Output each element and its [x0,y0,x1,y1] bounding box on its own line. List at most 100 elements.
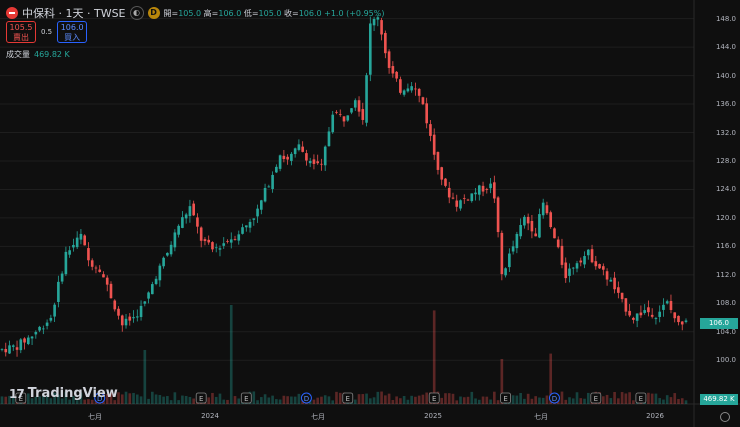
candle-body [549,212,553,228]
y-tick-label: 116.0 [715,242,736,251]
candle-body [560,245,564,265]
candle-body [256,208,259,217]
volume-bar [511,395,515,404]
candle-body [466,199,470,201]
volume-bar [564,399,568,404]
volume-bar [335,391,338,404]
candle-body [282,155,286,160]
volume-bar [154,394,158,404]
volume-bar [432,310,436,404]
candle-body [120,315,124,326]
candle-body [353,100,357,108]
candle-body [526,216,530,224]
volume-bar [233,396,237,404]
volume-bar [545,395,549,404]
volume-bar [632,400,635,404]
candle-body [474,192,477,195]
candle-body [229,239,233,243]
y-tick-label: 124.0 [715,185,736,194]
event-marker-icon [342,392,354,404]
volume-bar [376,391,380,404]
candle-body [575,263,579,269]
candle-body [402,90,406,95]
volume-bar [184,395,188,404]
y-tick-label: 108.0 [715,299,736,308]
volume-bar [568,397,571,404]
volume-bar [395,396,398,404]
settings-gear-icon[interactable] [720,412,730,422]
candle-body [639,312,643,316]
event-marker-label: E [244,395,248,403]
volume-bar [218,393,222,404]
volume-bar [26,393,30,404]
candle-body [530,220,534,232]
volume-bar [45,396,49,404]
candle-body [252,218,256,220]
candle-body [203,239,207,242]
candle-body [222,243,226,246]
sell-button[interactable]: 105.5 賣出 [6,21,36,43]
candle-body [447,187,451,198]
candle-body [244,225,248,228]
open-value: 105.0 [178,8,202,18]
candle-body [579,260,583,263]
volume-bar [357,394,361,404]
volume-bar [485,396,489,404]
candle-body [553,228,556,239]
dividend-badge[interactable]: D [147,7,160,19]
candle-body [511,246,515,252]
x-tick-label: 2026 [646,412,664,420]
candle-body [226,241,229,242]
x-tick-label: 2024 [201,412,219,420]
volume-bar [361,394,365,404]
candle-body [233,239,237,240]
volume-bar [282,395,286,404]
y-tick-label: 148.0 [715,14,736,23]
volume-bar [680,398,684,404]
event-marker-label: E [594,395,598,403]
volume-bar [4,396,8,404]
candle-body [192,203,195,216]
candle-body [248,221,252,228]
candle-body [60,273,64,282]
volume-bar [673,393,677,404]
candle-body [327,131,331,147]
candle-body [541,202,545,216]
y-tick-label: 140.0 [715,71,736,80]
volume-bar [226,399,229,404]
compare-icon[interactable]: ◐ [129,6,144,20]
volume-label: 成交量 [6,50,30,59]
candle-body [45,322,49,326]
volume-bar [83,399,86,404]
candle-body [241,227,244,234]
buy-button[interactable]: 106.0 買入 [57,21,88,43]
low-label: 低= [243,8,259,18]
candle-body [647,307,650,313]
volume-legend[interactable]: 成交量 469.82 K [6,49,70,60]
volume-bar [139,396,143,404]
volume-bar [275,399,278,404]
candle-body [399,79,402,93]
candle-body [98,269,102,272]
company-logo-icon [6,7,18,19]
buy-price: 106.0 [60,23,84,32]
candle-body [87,248,90,261]
candle-body [571,267,575,269]
symbol-title[interactable]: 中保科 · 1天 · TWSE [22,7,126,20]
candle-body [173,232,177,248]
event-marker-label: D [304,395,309,403]
candle-body [635,313,639,321]
candle-body [290,153,293,161]
volume-bar [120,394,124,404]
volume-bar [455,400,459,404]
volume-bar [628,392,631,404]
candle-body [609,279,613,282]
volume-bar [410,395,413,404]
tradingview-wordmark: TradingView [27,386,118,401]
volume-bar [38,396,41,404]
candle-body [613,277,616,290]
volume-bar [293,396,297,404]
candle-body [376,17,380,20]
tradingview-brand[interactable]: 17 TradingView [9,386,118,401]
